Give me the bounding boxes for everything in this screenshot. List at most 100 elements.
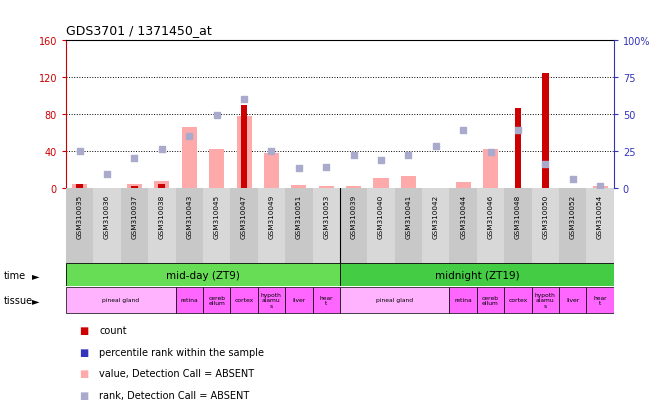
Bar (532, 287, 559, 313)
Bar (340, 287, 449, 313)
Bar (401, 176, 416, 188)
Text: GSM310050: GSM310050 (543, 194, 548, 238)
Point (376, 157, 386, 164)
Text: GSM310042: GSM310042 (433, 194, 439, 238)
Bar (542, 74, 548, 188)
Point (403, 152, 414, 159)
Bar (257, 188, 285, 263)
Text: time: time (3, 270, 26, 280)
Bar (374, 179, 389, 188)
Bar (587, 188, 614, 263)
Bar (477, 287, 504, 313)
Bar (236, 116, 251, 188)
Text: tissue: tissue (3, 295, 32, 305)
Text: liver: liver (292, 298, 306, 303)
Text: ■: ■ (79, 347, 88, 357)
Bar (209, 150, 224, 188)
Point (513, 20, 523, 27)
Point (568, 176, 578, 183)
Text: GSM310048: GSM310048 (515, 194, 521, 238)
Bar (455, 183, 471, 188)
Point (239, 97, 249, 103)
Bar (559, 287, 586, 313)
Bar (449, 188, 477, 263)
Bar (66, 188, 94, 263)
Text: GSM310053: GSM310053 (323, 194, 329, 238)
Bar (176, 188, 203, 263)
Bar (241, 105, 248, 188)
Bar (230, 188, 257, 263)
Point (485, 150, 496, 156)
Point (211, 113, 222, 119)
Text: GSM310040: GSM310040 (378, 194, 384, 238)
Bar (593, 186, 608, 188)
Text: ■: ■ (79, 390, 88, 400)
Text: cereb
ellum: cereb ellum (208, 295, 225, 306)
Text: midnight (ZT19): midnight (ZT19) (434, 270, 519, 280)
Text: GSM310044: GSM310044 (460, 194, 466, 238)
Bar (559, 188, 586, 263)
Bar (72, 184, 87, 188)
Bar (587, 287, 614, 313)
Text: pineal gland: pineal gland (102, 298, 139, 303)
Point (102, 171, 112, 178)
Point (75, 148, 85, 155)
Text: liver: liver (566, 298, 579, 303)
Point (540, 161, 550, 168)
Point (156, 147, 167, 153)
Bar (182, 128, 197, 188)
Bar (230, 287, 257, 313)
Text: GSM310045: GSM310045 (214, 194, 220, 238)
Bar (340, 188, 367, 263)
Bar (203, 287, 230, 313)
Text: hear
t: hear t (593, 295, 607, 306)
Text: hypoth
alamu
s: hypoth alamu s (261, 292, 282, 309)
Bar (504, 287, 532, 313)
Bar (154, 182, 170, 188)
Bar (515, 109, 521, 188)
Point (266, 148, 277, 155)
Bar (291, 185, 306, 188)
Bar (158, 184, 165, 188)
Point (513, 128, 523, 134)
Bar (346, 186, 361, 188)
Bar (127, 184, 142, 188)
Text: GSM310046: GSM310046 (488, 194, 494, 238)
Bar (340, 263, 614, 287)
Bar (257, 287, 285, 313)
Text: pineal gland: pineal gland (376, 298, 413, 303)
Bar (94, 188, 121, 263)
Bar (148, 188, 176, 263)
Bar (483, 150, 498, 188)
Text: GSM310037: GSM310037 (131, 194, 137, 238)
Bar (532, 188, 559, 263)
Point (184, 133, 195, 140)
Bar (319, 186, 334, 188)
Point (595, 183, 605, 190)
Text: count: count (99, 325, 127, 335)
Point (294, 166, 304, 172)
Point (321, 164, 331, 171)
Text: ►: ► (32, 295, 40, 305)
Text: GSM310036: GSM310036 (104, 194, 110, 238)
Text: ■: ■ (79, 325, 88, 335)
Bar (313, 287, 340, 313)
Text: ■: ■ (79, 368, 88, 378)
Text: GSM310051: GSM310051 (296, 194, 302, 238)
Point (348, 152, 359, 159)
Text: retina: retina (454, 298, 472, 303)
Text: GSM310043: GSM310043 (186, 194, 192, 238)
Text: cortex: cortex (234, 298, 253, 303)
Bar (422, 188, 449, 263)
Text: cortex: cortex (508, 298, 527, 303)
Text: hypoth
alamu
s: hypoth alamu s (535, 292, 556, 309)
Text: percentile rank within the sample: percentile rank within the sample (99, 347, 264, 357)
Point (458, 128, 469, 134)
Bar (367, 188, 395, 263)
Point (266, 20, 277, 27)
Bar (264, 153, 279, 188)
Bar (203, 188, 230, 263)
Text: GSM310041: GSM310041 (405, 194, 411, 238)
Point (129, 155, 140, 162)
Bar (449, 287, 477, 313)
